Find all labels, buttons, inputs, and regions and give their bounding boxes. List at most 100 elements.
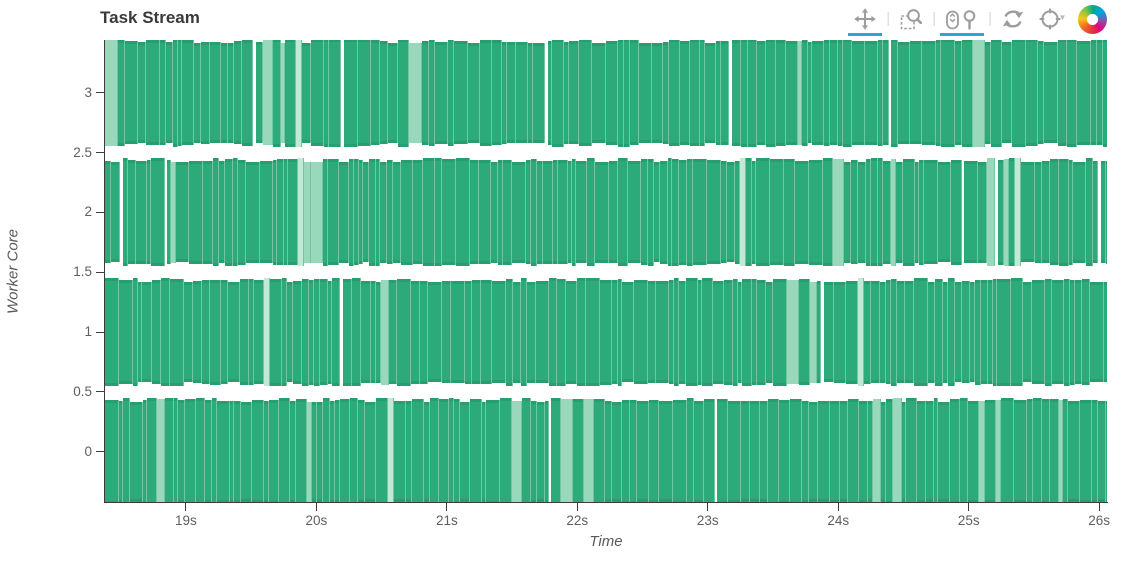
task-bar	[975, 279, 981, 385]
task-bar	[1104, 282, 1107, 383]
task-bar	[429, 40, 435, 147]
task-bar	[406, 401, 412, 502]
task-bar	[533, 42, 545, 143]
task-bar	[557, 278, 566, 386]
task-bar	[428, 282, 442, 383]
x-tick-mark	[185, 503, 187, 511]
task-bar	[630, 399, 637, 502]
task-bar	[687, 398, 694, 502]
task-bar	[307, 401, 312, 502]
task-bar	[600, 279, 612, 385]
task-bar	[225, 158, 233, 266]
task-bar	[693, 159, 707, 266]
task-bar	[962, 281, 970, 384]
task-bar	[833, 158, 844, 266]
task-bar	[1052, 280, 1064, 385]
task-bar	[690, 40, 700, 147]
task-bar	[840, 401, 848, 502]
task-bar	[962, 40, 973, 147]
task-bar	[802, 40, 808, 146]
task-bar	[480, 40, 492, 146]
task-bar	[212, 397, 217, 502]
task-bar	[622, 399, 630, 502]
task-bar	[686, 278, 698, 387]
task-bar	[203, 160, 213, 264]
toolbar-separator: |	[932, 10, 937, 27]
task-bar	[1023, 282, 1032, 383]
reset-tool-button[interactable]	[999, 6, 1027, 32]
pan-tool-button[interactable]	[848, 6, 883, 36]
task-bar	[1097, 40, 1103, 146]
task-bar	[891, 278, 897, 386]
task-bar	[851, 160, 858, 265]
task-bar	[938, 401, 950, 502]
task-bar	[566, 280, 577, 384]
task-bar	[549, 278, 557, 387]
task-bar	[491, 161, 498, 263]
task-bar	[194, 42, 201, 143]
task-bar	[592, 42, 606, 143]
task-bar	[376, 158, 380, 266]
task-bar	[217, 400, 230, 502]
task-bar	[423, 158, 435, 267]
hover-tool-button[interactable]: ▼	[1034, 6, 1070, 32]
task-bar	[903, 158, 915, 266]
task-bar	[246, 161, 260, 263]
task-bar	[700, 40, 705, 147]
toolbar-separator: |	[988, 10, 992, 27]
task-bar	[388, 42, 398, 143]
task-bar	[941, 40, 955, 147]
task-bar	[787, 280, 799, 385]
task-bar	[648, 281, 656, 384]
task-bar	[1069, 159, 1073, 265]
y-tick-mark	[96, 211, 104, 213]
task-bar	[376, 281, 381, 383]
task-bar	[178, 40, 182, 147]
chart-title: Task Stream	[100, 8, 200, 27]
box-zoom-tool-button[interactable]	[897, 6, 925, 32]
task-bar	[871, 158, 878, 267]
task-bar	[128, 160, 136, 265]
task-bar	[843, 40, 852, 147]
x-tick-label: 25s	[957, 513, 980, 528]
task-bar	[886, 399, 893, 502]
task-bar	[358, 400, 365, 502]
task-bar	[891, 40, 898, 147]
task-bar	[171, 161, 176, 263]
x-tick-mark	[576, 503, 578, 511]
task-bar	[766, 40, 776, 147]
task-bar	[985, 400, 996, 502]
task-bar	[871, 281, 880, 384]
task-bar	[401, 159, 413, 265]
task-bar	[595, 161, 609, 263]
task-bar	[568, 161, 572, 264]
task-bar	[1021, 162, 1035, 263]
task-bar	[973, 40, 985, 147]
task-bar	[502, 41, 507, 144]
task-bar	[786, 40, 798, 145]
task-bar	[779, 399, 790, 502]
wheel-zoom-tool-button[interactable]	[940, 6, 985, 36]
task-bar	[564, 41, 569, 144]
task-bar	[1059, 158, 1069, 266]
task-bar	[118, 40, 125, 146]
chevron-down-icon[interactable]: ▼	[1058, 12, 1067, 22]
task-bar	[288, 159, 298, 266]
task-bar	[165, 397, 174, 502]
task-bar	[586, 278, 600, 387]
task-bar	[936, 40, 941, 146]
task-bar	[516, 42, 528, 144]
task-bar	[448, 40, 454, 147]
bokeh-logo-button[interactable]	[1077, 4, 1107, 34]
task-bar	[184, 282, 193, 383]
task-bar	[915, 161, 919, 263]
task-bar	[435, 158, 442, 267]
x-tick-mark	[837, 503, 839, 511]
task-bar	[628, 161, 641, 264]
task-bar	[531, 158, 537, 266]
task-bar	[273, 159, 277, 265]
task-bar	[795, 160, 809, 264]
plot-area[interactable]	[105, 40, 1107, 502]
task-bar	[254, 280, 264, 385]
task-bar	[176, 162, 189, 263]
